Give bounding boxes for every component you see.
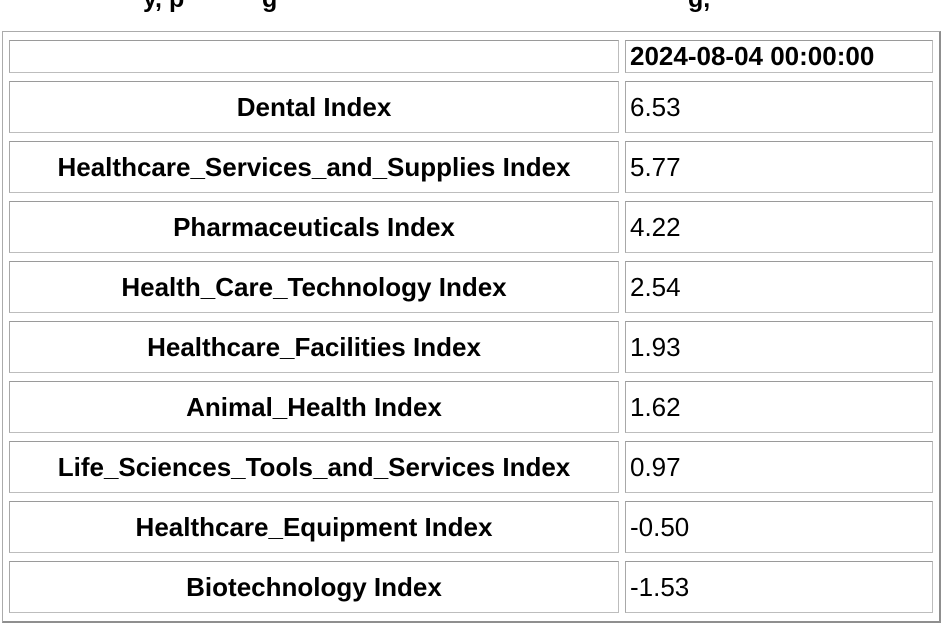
row-value: 6.53 bbox=[625, 81, 933, 133]
row-label: Healthcare_Equipment Index bbox=[9, 501, 619, 553]
row-value: 1.93 bbox=[625, 321, 933, 373]
row-label: Animal_Health Index bbox=[9, 381, 619, 433]
header-empty-cell bbox=[9, 40, 619, 73]
row-value: 0.97 bbox=[625, 441, 933, 493]
row-label: Healthcare_Facilities Index bbox=[9, 321, 619, 373]
row-value: 1.62 bbox=[625, 381, 933, 433]
cropped-text-fragment: g bbox=[262, 0, 277, 13]
table-row: Healthcare_Equipment Index -0.50 bbox=[9, 501, 933, 553]
cropped-text-fragment: g, bbox=[688, 0, 710, 13]
header-date-cell: 2024-08-04 00:00:00 bbox=[625, 40, 933, 73]
row-label: Healthcare_Services_and_Supplies Index bbox=[9, 141, 619, 193]
table-row: Healthcare_Services_and_Supplies Index 5… bbox=[9, 141, 933, 193]
cropped-top-text-line: y, p g g, bbox=[0, 0, 946, 13]
cropped-text-fragment: y, p bbox=[143, 0, 184, 13]
row-label: Health_Care_Technology Index bbox=[9, 261, 619, 313]
table-row: Biotechnology Index -1.53 bbox=[9, 561, 933, 613]
row-value: 2.54 bbox=[625, 261, 933, 313]
row-value: 4.22 bbox=[625, 201, 933, 253]
row-label: Life_Sciences_Tools_and_Services Index bbox=[9, 441, 619, 493]
row-label: Dental Index bbox=[9, 81, 619, 133]
row-value: -0.50 bbox=[625, 501, 933, 553]
table-row: Life_Sciences_Tools_and_Services Index 0… bbox=[9, 441, 933, 493]
row-value: 5.77 bbox=[625, 141, 933, 193]
table-row: Dental Index 6.53 bbox=[9, 81, 933, 133]
table-row: Healthcare_Facilities Index 1.93 bbox=[9, 321, 933, 373]
table-row: Health_Care_Technology Index 2.54 bbox=[9, 261, 933, 313]
index-performance-table: 2024-08-04 00:00:00 Dental Index 6.53 He… bbox=[2, 31, 941, 623]
row-label: Biotechnology Index bbox=[9, 561, 619, 613]
row-value: -1.53 bbox=[625, 561, 933, 613]
table-row: Pharmaceuticals Index 4.22 bbox=[9, 201, 933, 253]
table-header-row: 2024-08-04 00:00:00 bbox=[9, 40, 933, 73]
row-label: Pharmaceuticals Index bbox=[9, 201, 619, 253]
table-row: Animal_Health Index 1.62 bbox=[9, 381, 933, 433]
